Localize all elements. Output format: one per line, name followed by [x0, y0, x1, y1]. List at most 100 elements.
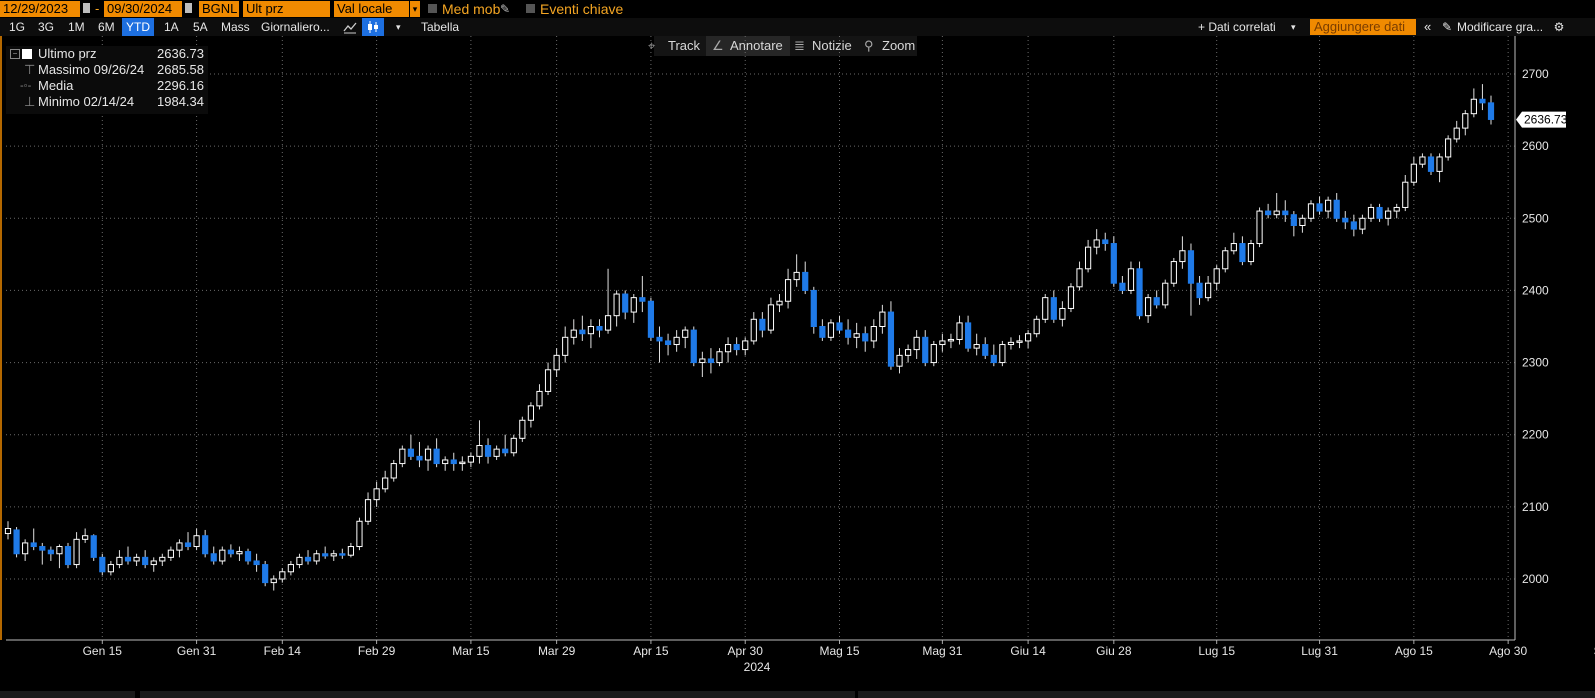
candle-body	[853, 333, 860, 338]
candle	[613, 290, 620, 327]
candle-body	[630, 297, 637, 313]
candle	[553, 348, 560, 377]
crosshair-icon: ⌖	[648, 38, 656, 53]
candle	[562, 326, 569, 363]
candle	[759, 312, 766, 338]
period-1g[interactable]: 1G	[9, 20, 26, 34]
candle-body	[1196, 282, 1203, 299]
candle	[870, 319, 877, 349]
candle	[724, 337, 732, 363]
track-mode-button[interactable]: ⌖ Track	[648, 36, 706, 56]
period-1m[interactable]: 1M	[68, 20, 85, 34]
candle	[527, 402, 535, 428]
key-events-label[interactable]: Eventi chiave	[540, 1, 624, 17]
frequency-select[interactable]: Giornaliero...	[261, 20, 330, 34]
pencil-icon[interactable]: ✎	[500, 2, 511, 16]
candle-body	[1282, 210, 1289, 216]
candle	[1145, 294, 1152, 323]
zoom-mode-button[interactable]: ⚲ Zoom	[860, 36, 917, 56]
double-chevron-left-icon[interactable]: «	[1424, 19, 1432, 34]
edit-chart-button[interactable]: Modificare gra...	[1457, 20, 1544, 34]
news-mode-button[interactable]: ≣ Notizie	[790, 36, 860, 56]
pencil-icon[interactable]: ✎	[1442, 20, 1453, 34]
candle	[364, 492, 372, 525]
add-data-input[interactable]: Aggiungere dati	[1310, 19, 1416, 35]
table-button[interactable]: Tabella	[421, 20, 460, 34]
candle-body	[227, 549, 234, 555]
candle	[1162, 279, 1169, 309]
year-label: 2024	[744, 660, 771, 674]
candle	[493, 445, 500, 460]
y-tick-label: 2000	[1522, 572, 1549, 586]
candle	[1282, 200, 1289, 222]
candle-body	[1316, 203, 1323, 212]
candle-body	[1067, 286, 1075, 309]
ticker-field[interactable]: BGNL	[199, 1, 239, 17]
candle	[287, 560, 294, 576]
moving-avg-checkbox[interactable]	[428, 4, 437, 13]
x-tick-label: Lug 15	[1198, 644, 1235, 658]
candle	[1110, 236, 1117, 287]
collapse-icon[interactable]: −	[10, 49, 20, 59]
candle-body	[1085, 246, 1092, 270]
candle-body	[784, 279, 792, 302]
candles	[4, 84, 1495, 591]
chevron-down-icon[interactable]: ▾	[1291, 22, 1296, 32]
end-date-field[interactable]: 09/30/2024	[104, 1, 182, 17]
candle-body	[1410, 163, 1417, 183]
candle	[476, 420, 483, 464]
candle-body	[167, 549, 174, 558]
candle	[1042, 294, 1049, 323]
candle-body	[133, 556, 140, 562]
x-tick-label: Apr 30	[728, 644, 764, 658]
moving-avg-label[interactable]: Med mob	[442, 1, 501, 17]
calendar-icon[interactable]	[83, 3, 90, 13]
period-5a[interactable]: 5A	[193, 20, 208, 34]
candle-body	[1453, 127, 1460, 140]
related-data-button[interactable]: + Dati correlati	[1198, 20, 1276, 34]
candle-body	[1273, 210, 1280, 216]
chevron-down-icon[interactable]: ▾	[410, 1, 420, 17]
period-ytd[interactable]: YTD	[122, 18, 154, 36]
annotate-mode-button[interactable]: ∠ Annotare	[706, 36, 790, 56]
candle-body	[1376, 206, 1383, 219]
candle-body	[536, 390, 543, 407]
candle	[1436, 153, 1443, 183]
candle-body	[1024, 333, 1032, 342]
period-6m[interactable]: 6M	[98, 20, 115, 34]
gear-icon[interactable]: ⚙	[1553, 20, 1565, 34]
candle	[690, 326, 697, 367]
candle	[262, 560, 269, 587]
candle-body	[244, 551, 252, 562]
candle-body	[1042, 297, 1049, 320]
period-3g[interactable]: 3G	[38, 20, 55, 34]
y-tick-label: 2300	[1522, 356, 1549, 370]
calendar-icon[interactable]	[185, 3, 192, 13]
candle-body	[502, 448, 509, 454]
candle-body	[673, 336, 680, 346]
key-events-checkbox[interactable]	[526, 4, 535, 13]
line-chart-icon[interactable]	[343, 18, 359, 36]
price-field-select[interactable]: Ult prz	[243, 1, 330, 17]
candle-body	[733, 344, 740, 351]
candlestick-icon[interactable]	[362, 18, 384, 36]
candle-body	[1179, 250, 1186, 263]
candle-body	[1247, 243, 1255, 263]
candle	[862, 326, 869, 352]
period-1a[interactable]: 1A	[164, 20, 179, 34]
chevron-down-icon[interactable]: ▾	[396, 22, 401, 32]
candle-body	[802, 271, 809, 291]
candle	[579, 315, 586, 341]
chart-mode-toolbar: ⌖ Track ∠ Annotare ≣ Notizie ⚲ Zoom	[648, 36, 917, 56]
price-chart[interactable]: 2000 2100 2200 2300 2400 2500 2600 2700 Gen 15 Ge…	[0, 36, 1595, 690]
period-max[interactable]: Mass	[221, 20, 250, 34]
candle-body	[1162, 282, 1169, 306]
candle-body	[690, 329, 697, 364]
candle	[1230, 232, 1237, 255]
candle-body	[1239, 243, 1246, 263]
candle	[1290, 211, 1297, 237]
security-toolbar: 12/29/2023 - 09/30/2024 BGNL Ult prz Val…	[0, 0, 1595, 18]
start-date-field[interactable]: 12/29/2023	[0, 1, 80, 17]
currency-select[interactable]: Val locale	[334, 1, 409, 17]
candle	[73, 532, 80, 569]
